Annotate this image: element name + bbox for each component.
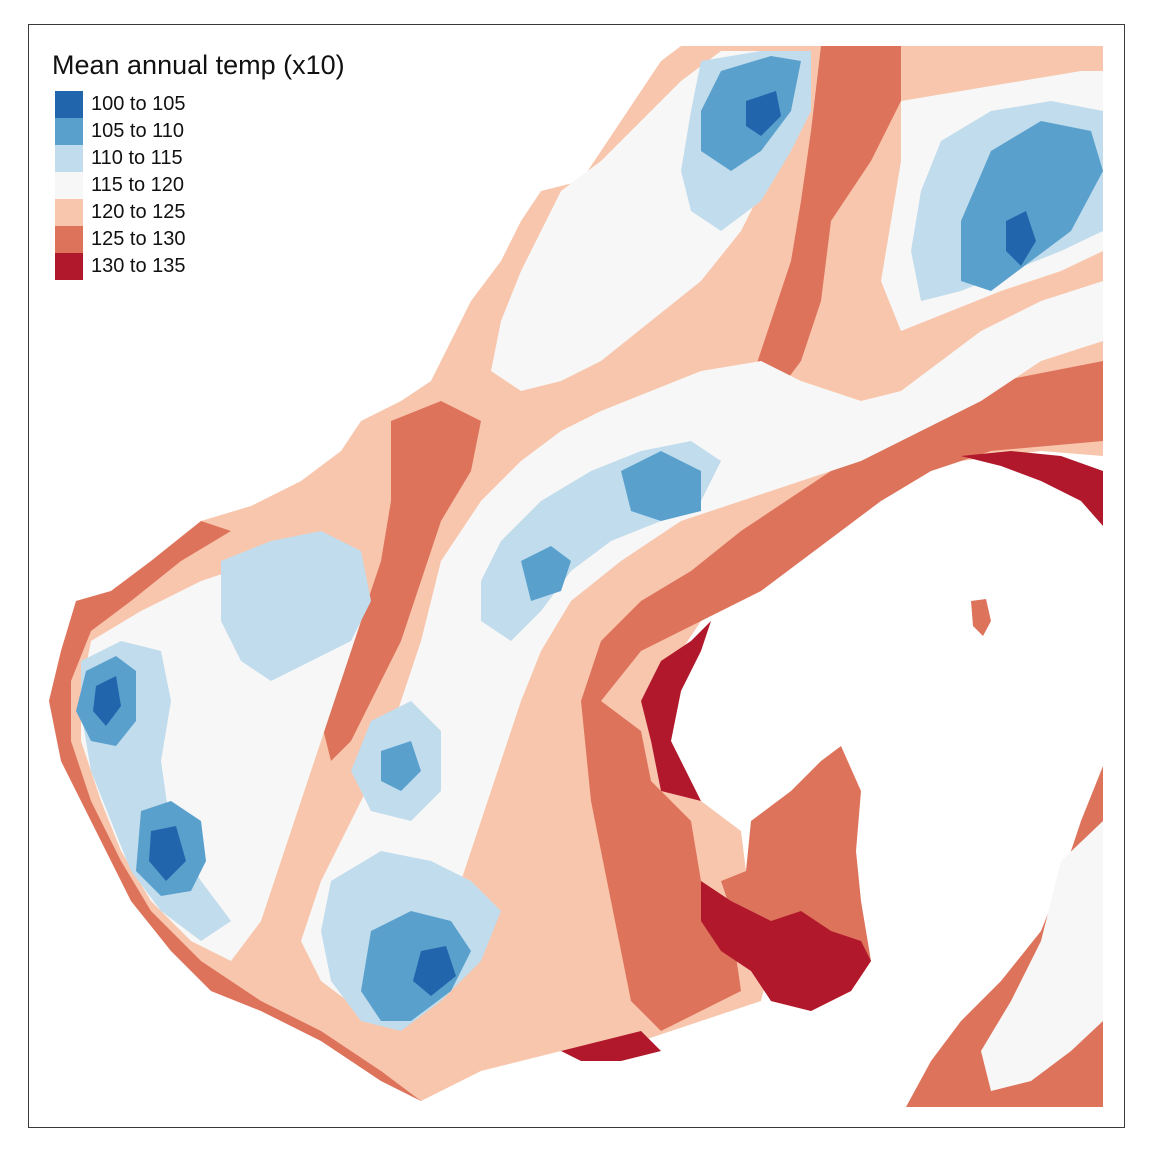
midblue-8 (381, 741, 421, 791)
midblue-7 (521, 546, 571, 601)
legend-label: 115 to 120 (91, 174, 185, 196)
deepblue-2 (1006, 211, 1036, 266)
legend-item: 115 to 120 (52, 172, 345, 199)
legend-item: 100 to 105 (52, 91, 345, 118)
midblue-2 (961, 121, 1103, 291)
deepblue-4 (149, 826, 186, 881)
hot-strip-bay (701, 881, 871, 1011)
legend-item: 125 to 130 (52, 226, 345, 253)
legend-item: 110 to 115 (52, 145, 345, 172)
hot-strip-harbour (641, 621, 711, 801)
deepblue-5 (413, 946, 456, 996)
legend-label: 130 to 135 (91, 255, 186, 277)
legend-label: 110 to 115 (91, 147, 183, 169)
legend-rows: 100 to 105 105 to 110 110 to 115 115 to 120… (52, 91, 345, 280)
legend-label: 100 to 105 (91, 93, 186, 115)
hot-strip-ne (961, 451, 1103, 526)
legend-swatch (55, 253, 83, 280)
legend-label: 125 to 130 (91, 228, 186, 250)
warm-band-valley (321, 401, 481, 761)
midblue-3 (621, 451, 701, 521)
island-small (971, 599, 991, 636)
lightblue-6 (221, 531, 371, 681)
map-frame (28, 24, 1125, 1128)
warm-coast-west (49, 521, 421, 1101)
legend-swatch (55, 145, 83, 172)
midblue-6 (361, 911, 471, 1021)
legend-label: 120 to 125 (91, 201, 186, 223)
legend-swatch (55, 91, 83, 118)
deepblue-3 (93, 676, 121, 726)
legend-item: 105 to 110 (52, 118, 345, 145)
hot-strip-south (561, 1031, 661, 1061)
legend-item: 120 to 125 (52, 199, 345, 226)
warm-band-north (751, 46, 901, 401)
legend: Mean annual temp (x10) 100 to 105 105 to … (52, 50, 345, 280)
legend-swatch (55, 226, 83, 253)
cool-east (981, 821, 1103, 1091)
legend-swatch (55, 199, 83, 226)
legend-swatch (55, 118, 83, 145)
legend-item: 130 to 135 (52, 253, 345, 280)
legend-title: Mean annual temp (x10) (52, 50, 345, 80)
deepblue-1 (746, 91, 781, 136)
warm-band-coast (581, 361, 1103, 1031)
legend-swatch (55, 172, 83, 199)
raster-map (49, 46, 1103, 1107)
legend-label: 105 to 110 (91, 120, 185, 142)
